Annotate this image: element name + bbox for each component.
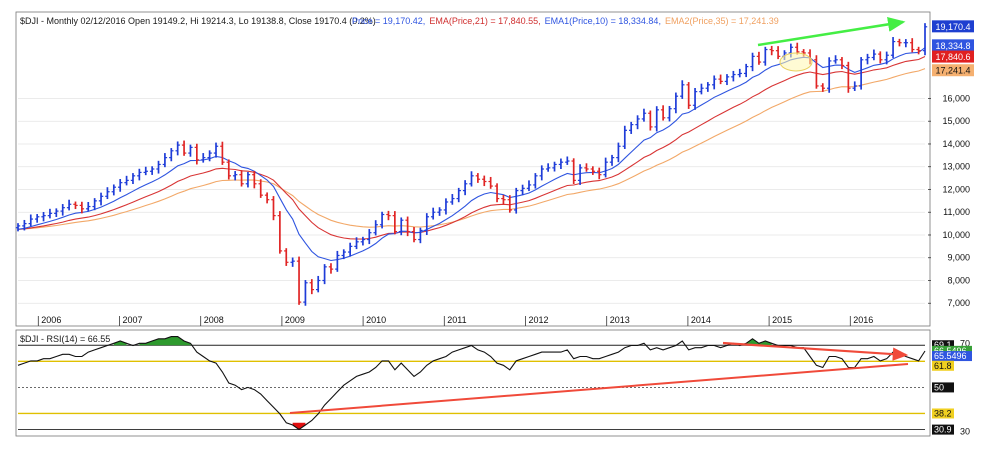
rsi-value-tag [932, 382, 954, 393]
price-value-tag [932, 39, 974, 52]
x-tick-label: 2008 [204, 315, 224, 325]
rsi-value-tag [932, 351, 972, 362]
highlight-ellipse [779, 52, 813, 72]
rsi-fills [113, 336, 772, 430]
rsi-y-tick-label: 30 [960, 427, 970, 437]
rsi-overbought-fill [139, 336, 191, 346]
rsi-value-tag-label: 50 [934, 382, 944, 392]
legend-entry: EMA2(Price,35) = 17,241.39 [665, 16, 779, 26]
y-tick-label: 14,000 [942, 139, 970, 149]
rsi-title: $DJI - RSI(14) = 66.55 [20, 334, 110, 344]
rsi-reference-lines [18, 344, 925, 431]
x-tick-label: 2007 [122, 315, 142, 325]
y-tick-label: 11,000 [943, 207, 970, 217]
rsi-line [17, 336, 926, 431]
x-tick-label: 2012 [528, 315, 548, 325]
legend-entry: EMA1(Price,10) = 18,334.84, [545, 16, 661, 26]
x-tick-label: 2014 [691, 315, 711, 325]
rsi-value-tag-label: 65.5496 [934, 351, 967, 361]
y-tick-label: 12,000 [942, 184, 970, 194]
ema-lines [17, 47, 926, 262]
y-tick-label: 16,000 [942, 93, 970, 103]
y-tick-label: 15,000 [942, 116, 970, 126]
price-title: $DJI - Monthly 02/12/2016 Open 19149.2, … [20, 16, 376, 26]
rsi-overbought-fill [113, 341, 127, 346]
rsi-value-tag [932, 360, 954, 371]
y-tick-label: 7,000 [947, 298, 970, 308]
rsi-value-tag-label: 61.8 [934, 361, 952, 371]
price-y-axis: 7,000 8,000 9,000 10,000 11,000 12,000 13,000 1… [928, 93, 970, 308]
rsi-y-tick-label: 70 [960, 338, 970, 348]
price-bars [15, 23, 928, 306]
price-panel-frame [15, 11, 931, 327]
y-tick-label: 13,000 [942, 162, 970, 172]
price-value-tag-label: 18,334.8 [935, 41, 970, 51]
rsi-panel-frame [15, 329, 931, 437]
x-tick-label: 2006 [41, 315, 61, 325]
legend-entry: EMA(Price,21) = 17,840.55, [429, 16, 540, 26]
price-value-tags: 19,170.4 18,334.817,840.6 17,241.4 [932, 20, 974, 77]
time-x-axis: 2006 2007 2008 2009 2010 2011 2012 2013 2014 2015… [37, 315, 873, 326]
rsi-divergence-arrow [722, 341, 909, 361]
x-tick-label: 2016 [853, 315, 873, 325]
rsi-value-tag [932, 424, 954, 435]
rsi-value-tag [932, 408, 954, 419]
price-value-tag [932, 50, 974, 63]
y-tick-label: 8,000 [947, 275, 970, 285]
price-value-tag-label: 19,170.4 [935, 22, 970, 32]
ema10-line [17, 47, 926, 262]
y-tick-label: 9,000 [947, 253, 970, 263]
rsi-value-tag-label: 30.9 [934, 425, 952, 435]
x-tick-label: 2010 [366, 315, 386, 325]
ema21-line [17, 56, 926, 240]
rsi-y-axis: 30 70 [960, 338, 970, 436]
price-value-tag-label: 17,840.6 [935, 52, 970, 62]
y-tick-label: 10,000 [942, 230, 970, 240]
trend-arrow-up [757, 16, 906, 47]
legend-entry: Price = 19,170.42, [352, 16, 425, 26]
x-tick-label: 2013 [610, 315, 630, 325]
price-legend: Price = 19,170.42, EMA(Price,21) = 17,84… [352, 16, 779, 26]
rsi-rising-trendline [289, 363, 909, 414]
x-tick-label: 2015 [772, 315, 792, 325]
rsi-value-tag [932, 340, 954, 351]
x-tick-label: 2009 [285, 315, 305, 325]
rsi-oversold-fill [292, 422, 306, 430]
ema35-line [17, 68, 926, 230]
rsi-value-tag-label: 66.5496 [934, 346, 967, 356]
price-grid [18, 98, 925, 304]
rsi-value-tag [932, 345, 972, 356]
x-tick-label: 2011 [447, 315, 466, 325]
price-value-tag-label: 17,241.4 [935, 66, 970, 76]
rsi-value-tag-label: 69.1 [934, 340, 952, 350]
rsi-value-tag-label: 38.2 [934, 408, 952, 418]
price-value-tag [932, 20, 974, 33]
rsi-overbought-fill [746, 338, 772, 346]
price-value-tag [932, 64, 974, 77]
